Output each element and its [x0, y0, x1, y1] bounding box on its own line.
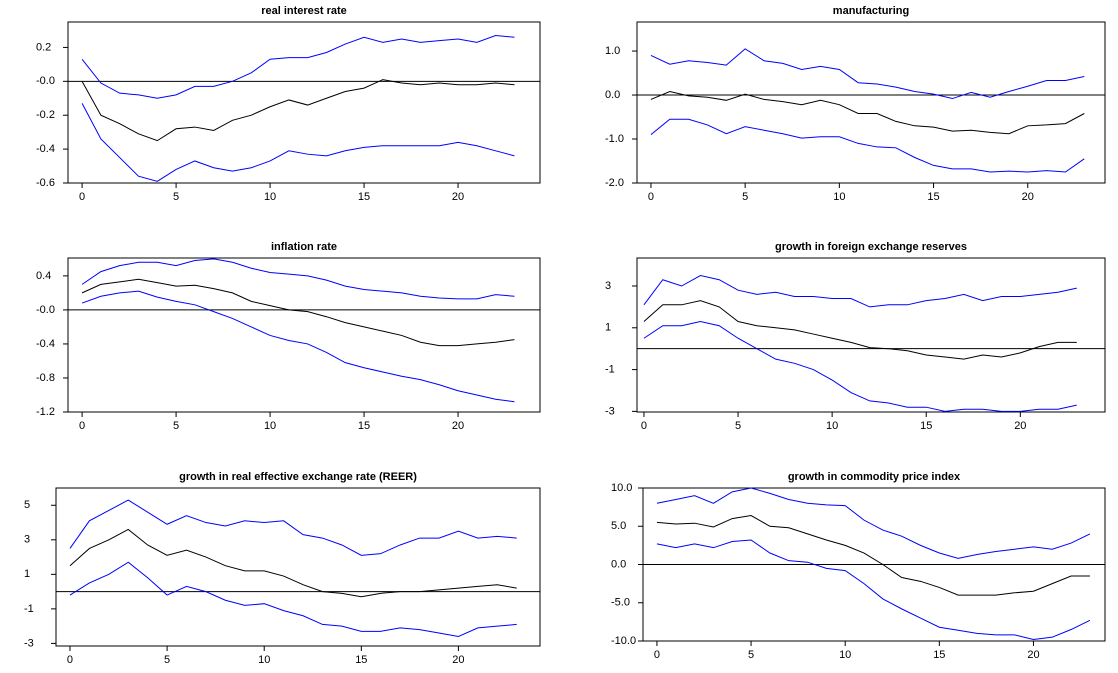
y-tick-label: 3: [24, 534, 30, 546]
x-tick-label: 5: [748, 649, 754, 661]
series-line: [643, 300, 1077, 360]
y-tick-label: -0.0: [36, 304, 55, 316]
y-tick-label: -1: [24, 603, 34, 615]
series-line: [81, 278, 515, 347]
y-tick-label: 10.0: [611, 482, 632, 494]
y-tick-label: -3: [24, 637, 34, 649]
panel-title: growth in foreign exchange reserves: [775, 241, 967, 253]
x-tick-label: 0: [648, 191, 654, 203]
y-tick-label: -1.2: [36, 406, 55, 418]
panel: inflation rate 0 5 10 15 20 -1.2 -0.8 -0.4 -0.0 0.…: [36, 241, 541, 432]
x-tick-label: 5: [735, 420, 741, 432]
plot-frame: [636, 21, 1106, 184]
y-tick-label: -2.0: [605, 177, 624, 189]
panel-title: real interest rate: [261, 5, 347, 17]
panel-title: inflation rate: [271, 241, 337, 253]
x-tick-label: 15: [355, 654, 367, 666]
y-tick-label: 0.0: [605, 89, 620, 101]
plot-frame: [55, 487, 541, 647]
y-tick-label: -10.0: [611, 635, 636, 647]
series-line: [643, 275, 1077, 308]
x-tick-label: 15: [358, 191, 370, 203]
x-tick-label: 20: [452, 420, 464, 432]
x-tick-label: 20: [1022, 191, 1034, 203]
y-tick-label: 5.0: [611, 520, 626, 532]
x-tick-label: 10: [833, 191, 845, 203]
y-tick-label: 1: [24, 568, 30, 580]
x-tick-label: 20: [1027, 649, 1039, 661]
y-tick-label: 0.4: [36, 270, 51, 282]
panel: manufacturing 0 5 10 15 20 -2.0 -1.0 0.0 1.0: [605, 5, 1106, 203]
series-line: [656, 539, 1091, 640]
x-tick-label: 20: [452, 191, 464, 203]
series-line: [81, 35, 515, 99]
y-tick-label: -0.2: [36, 109, 55, 121]
x-tick-label: 0: [79, 191, 85, 203]
x-tick-label: 10: [264, 191, 276, 203]
series-line: [81, 290, 515, 403]
panel: growth in foreign exchange reserves 0 5 10 1…: [605, 241, 1106, 432]
y-tick-label: -0.6: [36, 177, 55, 189]
series-line: [69, 528, 517, 598]
x-tick-label: 15: [358, 420, 370, 432]
y-tick-label: -0.0: [36, 75, 55, 87]
y-tick-label: -3: [605, 405, 615, 417]
y-tick-label: -0.8: [36, 372, 55, 384]
series-line: [650, 118, 1085, 173]
series-line: [650, 90, 1085, 135]
y-tick-label: -0.4: [36, 143, 55, 155]
series-line: [81, 258, 515, 300]
x-tick-label: 0: [641, 420, 647, 432]
y-tick-label: -1.0: [605, 133, 624, 145]
series-line: [69, 499, 517, 556]
y-tick-label: -0.4: [36, 338, 55, 350]
panel: growth in real effective exchange rate (…: [24, 471, 541, 666]
x-tick-label: 10: [839, 649, 851, 661]
panel: real interest rate 0 5 10 15 20 -0.6 -0.4 -0.2 -0…: [36, 5, 541, 203]
x-tick-label: 10: [258, 654, 270, 666]
x-tick-label: 20: [1014, 420, 1026, 432]
y-tick-label: 3: [605, 280, 611, 292]
x-tick-label: 5: [173, 420, 179, 432]
x-tick-label: 10: [264, 420, 276, 432]
series-line: [643, 321, 1077, 412]
x-tick-label: 0: [654, 649, 660, 661]
y-tick-label: -5.0: [611, 597, 630, 609]
y-tick-label: 1: [605, 322, 611, 334]
x-tick-label: 0: [67, 654, 73, 666]
series-line: [81, 103, 515, 182]
series-line: [81, 79, 515, 142]
plot-frame: [636, 257, 1106, 413]
panel-title: manufacturing: [833, 5, 909, 17]
x-tick-label: 5: [164, 654, 170, 666]
x-tick-label: 0: [79, 420, 85, 432]
x-tick-label: 10: [826, 420, 838, 432]
x-tick-label: 15: [933, 649, 945, 661]
panel-title: growth in real effective exchange rate (…: [179, 471, 417, 483]
y-tick-label: 0.0: [611, 558, 626, 570]
y-tick-label: 0.2: [36, 41, 51, 53]
plot-frame: [67, 21, 541, 184]
series-line: [656, 487, 1091, 559]
x-tick-label: 15: [920, 420, 932, 432]
x-tick-label: 5: [173, 191, 179, 203]
series-line: [656, 515, 1090, 596]
series-line: [650, 48, 1085, 100]
x-tick-label: 20: [452, 654, 464, 666]
x-tick-label: 15: [927, 191, 939, 203]
series-line: [69, 561, 517, 638]
plot-frame: [67, 257, 541, 413]
y-tick-label: 5: [24, 499, 30, 511]
y-tick-label: -1: [605, 363, 615, 375]
y-tick-label: 1.0: [605, 45, 620, 57]
panel: growth in commodity price index 0 5 10 15 20 -…: [611, 471, 1106, 661]
x-tick-label: 5: [742, 191, 748, 203]
panel-title: growth in commodity price index: [788, 471, 961, 483]
